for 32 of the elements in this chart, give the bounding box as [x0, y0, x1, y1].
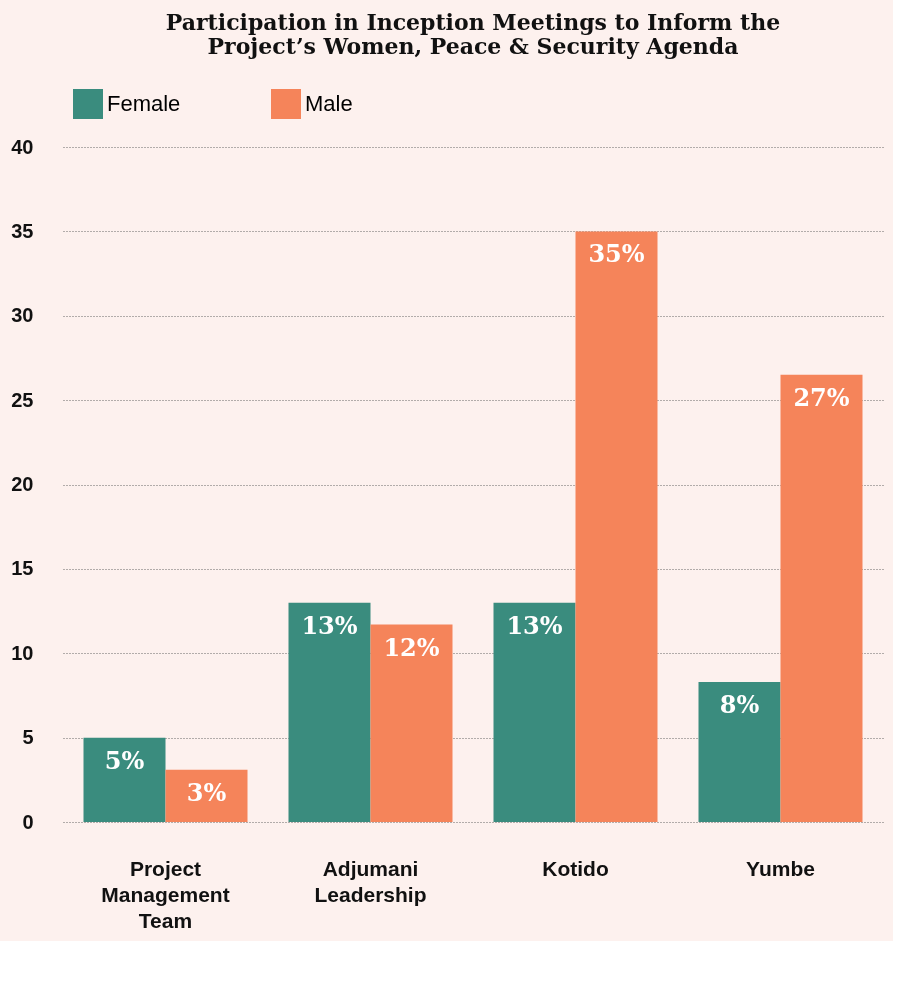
data-label: 12% — [383, 632, 440, 662]
bar — [165, 769, 248, 822]
legend-label: Male — [305, 91, 353, 116]
bar — [83, 737, 166, 822]
x-tick-label: Yumbe — [746, 856, 815, 880]
bar — [370, 624, 453, 822]
bar — [493, 602, 576, 822]
data-label: 13% — [301, 610, 358, 640]
data-label: 35% — [588, 239, 645, 269]
legend-label: Female — [107, 91, 181, 116]
y-tick-label: 0 — [22, 810, 34, 833]
y-tick-label: 10 — [11, 641, 34, 664]
bar — [575, 231, 658, 822]
y-tick-label: 5 — [22, 726, 34, 749]
data-label: 5% — [104, 745, 145, 775]
data-label: 8% — [719, 689, 760, 719]
data-label: 3% — [186, 777, 227, 807]
y-tick-label: 20 — [11, 473, 34, 495]
chart-title: Participation in Inception Meetings to Inform the Project’s Women, Peace & Security Agenda — [165, 9, 781, 59]
data-label: 27% — [793, 382, 850, 412]
bar — [288, 602, 371, 822]
y-tick-label: 15 — [11, 557, 34, 580]
bar — [698, 681, 781, 822]
x-tick-label: Project Management Team — [101, 856, 230, 932]
y-tick-label: 35 — [11, 219, 34, 242]
y-tick-label: 40 — [11, 135, 34, 158]
bar — [780, 374, 863, 822]
y-tick-label: 25 — [11, 388, 34, 411]
x-tick-label: Kotido — [542, 856, 609, 880]
x-tick-label: Adjumani Leadership — [314, 856, 427, 906]
y-tick-label: 30 — [11, 304, 34, 327]
data-label: 13% — [506, 610, 563, 640]
